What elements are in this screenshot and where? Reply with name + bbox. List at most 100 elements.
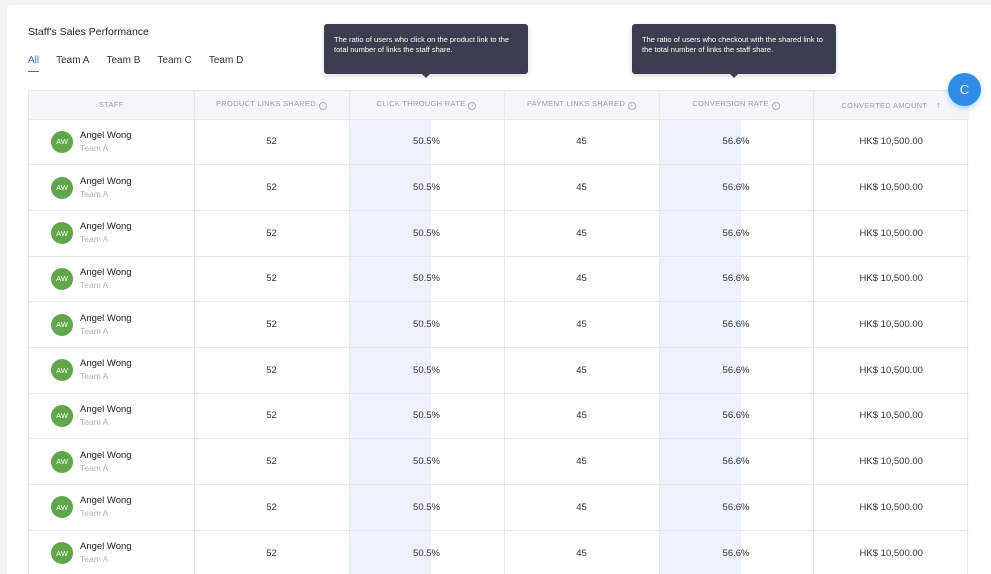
conversion-rate-cell: 56.6% bbox=[659, 119, 814, 166]
info-circle-icon[interactable]: i bbox=[771, 102, 780, 111]
staff-cell: AW Angel Wong Team A bbox=[29, 530, 195, 574]
product-links-cell: 52 bbox=[194, 210, 350, 257]
column-header-product-links[interactable]: PRODUCT LINKS SHARED i bbox=[194, 91, 350, 120]
product-links-cell: 52 bbox=[194, 438, 350, 485]
table-row[interactable]: AW Angel Wong Team A 52 50.5% 45 56.6% HK$ 10,5… bbox=[29, 484, 969, 531]
click-through-rate-cell: 50.5% bbox=[349, 530, 505, 574]
converted-amount-cell: HK$ 10,500.00 bbox=[813, 484, 969, 531]
staff-cell: AW Angel Wong Team A bbox=[29, 119, 195, 166]
staff-cell: AW Angel Wong Team A bbox=[29, 256, 195, 303]
tab-team-d[interactable]: Team D bbox=[208, 55, 244, 66]
column-header-staff[interactable]: STAFF bbox=[29, 91, 195, 120]
product-links-cell: 52 bbox=[194, 484, 350, 531]
click-through-rate-cell: 50.5% bbox=[349, 164, 505, 211]
payment-links-cell: 45 bbox=[504, 210, 660, 257]
payment-links-cell: 45 bbox=[504, 256, 660, 303]
payment-links-cell: 45 bbox=[504, 347, 660, 394]
staff-name: Angel Wong bbox=[80, 129, 132, 141]
avatar: AW bbox=[51, 222, 73, 245]
info-circle-icon[interactable]: i bbox=[319, 102, 328, 111]
avatar: AW bbox=[51, 542, 73, 565]
conversion-rate-cell: 56.6% bbox=[659, 256, 814, 303]
avatar: AW bbox=[51, 130, 73, 153]
avatar: AW bbox=[51, 496, 73, 519]
payment-links-cell: 45 bbox=[504, 301, 660, 348]
column-header-converted-amount[interactable]: CONVERTED AMOUNT ↑ bbox=[813, 91, 969, 120]
staff-team: Team A bbox=[80, 234, 109, 245]
click-through-rate-cell: 50.5% bbox=[349, 210, 505, 257]
table-row[interactable]: AW Angel Wong Team A 52 50.5% 45 56.6% HK$ 10,5… bbox=[29, 301, 969, 348]
staff-team: Team A bbox=[80, 279, 109, 290]
staff-name: Angel Wong bbox=[80, 221, 132, 233]
product-links-cell: 52 bbox=[194, 301, 350, 348]
staff-name: Angel Wong bbox=[80, 449, 132, 461]
click-through-rate-cell: 50.5% bbox=[349, 301, 505, 348]
column-header-payment-links[interactable]: PAYMENT LINKS SHARED i bbox=[504, 91, 660, 120]
table-row[interactable]: AW Angel Wong Team A 52 50.5% 45 56.6% HK$ 10,5… bbox=[29, 119, 969, 166]
avatar: AW bbox=[51, 313, 73, 336]
avatar: AW bbox=[51, 267, 73, 290]
conversion-rate-cell: 56.6% bbox=[659, 438, 814, 485]
payment-links-cell: 45 bbox=[504, 530, 660, 574]
info-circle-icon[interactable]: i bbox=[468, 102, 477, 111]
click-through-rate-cell: 50.5% bbox=[349, 347, 505, 394]
info-circle-icon[interactable]: i bbox=[628, 102, 637, 111]
staff-team: Team A bbox=[80, 142, 109, 153]
conversion-rate-cell: 56.6% bbox=[659, 164, 814, 211]
converted-amount-cell: HK$ 10,500.00 bbox=[813, 301, 969, 348]
converted-amount-cell: HK$ 10,500.00 bbox=[813, 393, 969, 440]
table-row[interactable]: AW Angel Wong Team A 52 50.5% 45 56.6% HK$ 10,5… bbox=[29, 347, 969, 394]
table-row[interactable]: AW Angel Wong Team A 52 50.5% 45 56.6% HK$ 10,5… bbox=[29, 530, 969, 574]
click-through-rate-cell: 50.5% bbox=[349, 256, 505, 303]
converted-amount-cell: HK$ 10,500.00 bbox=[813, 210, 969, 257]
conversion-rate-cell: 56.6% bbox=[659, 347, 814, 394]
click-through-rate-cell: 50.5% bbox=[349, 484, 505, 531]
sales-performance-card: Staff's Sales Performance All Team A Tea… bbox=[7, 5, 991, 574]
staff-performance-table: STAFF PRODUCT LINKS SHARED i CLICK THROUG… bbox=[28, 90, 969, 574]
tab-team-a[interactable]: Team A bbox=[56, 55, 90, 66]
staff-cell: AW Angel Wong Team A bbox=[29, 393, 195, 440]
floating-action-button[interactable]: C bbox=[948, 73, 981, 106]
payment-links-cell: 45 bbox=[504, 484, 660, 531]
staff-team: Team A bbox=[80, 416, 109, 427]
click-through-rate-cell: 50.5% bbox=[349, 438, 505, 485]
conversion-rate-cell: 56.6% bbox=[659, 301, 814, 348]
conversion-rate-cell: 56.6% bbox=[659, 484, 814, 531]
card-title: Staff's Sales Performance bbox=[28, 26, 149, 38]
table-header-row: STAFF PRODUCT LINKS SHARED i CLICK THROUG… bbox=[29, 91, 969, 120]
tab-all[interactable]: All bbox=[28, 55, 40, 72]
staff-name: Angel Wong bbox=[80, 541, 132, 553]
sort-arrow-up-icon[interactable]: ↑ bbox=[936, 99, 942, 110]
column-header-click-through-rate[interactable]: CLICK THROUGH RATE i bbox=[349, 91, 505, 120]
staff-team: Team A bbox=[80, 188, 109, 199]
staff-name: Angel Wong bbox=[80, 358, 132, 370]
tab-team-c[interactable]: Team C bbox=[157, 55, 192, 66]
column-header-conversion-rate[interactable]: CONVERSION RATE i bbox=[659, 91, 814, 120]
staff-cell: AW Angel Wong Team A bbox=[29, 301, 195, 348]
product-links-cell: 52 bbox=[194, 119, 350, 166]
payment-links-cell: 45 bbox=[504, 164, 660, 211]
table-row[interactable]: AW Angel Wong Team A 52 50.5% 45 56.6% HK$ 10,5… bbox=[29, 438, 969, 485]
converted-amount-cell: HK$ 10,500.00 bbox=[813, 256, 969, 303]
avatar: AW bbox=[51, 359, 73, 382]
staff-name: Angel Wong bbox=[80, 175, 132, 187]
product-links-cell: 52 bbox=[194, 164, 350, 211]
staff-cell: AW Angel Wong Team A bbox=[29, 164, 195, 211]
tab-team-b[interactable]: Team B bbox=[106, 55, 141, 66]
staff-cell: AW Angel Wong Team A bbox=[29, 347, 195, 394]
table-row[interactable]: AW Angel Wong Team A 52 50.5% 45 56.6% HK$ 10,5… bbox=[29, 393, 969, 440]
table-row[interactable]: AW Angel Wong Team A 52 50.5% 45 56.6% HK$ 10,5… bbox=[29, 210, 969, 257]
avatar: AW bbox=[51, 176, 73, 199]
staff-cell: AW Angel Wong Team A bbox=[29, 438, 195, 485]
conversion-rate-cell: 56.6% bbox=[659, 393, 814, 440]
payment-links-cell: 45 bbox=[504, 393, 660, 440]
staff-team: Team A bbox=[80, 462, 109, 473]
team-tabs: All Team A Team B Team C Team D bbox=[28, 55, 260, 72]
table-row[interactable]: AW Angel Wong Team A 52 50.5% 45 56.6% HK$ 10,5… bbox=[29, 256, 969, 303]
product-links-cell: 52 bbox=[194, 256, 350, 303]
table-row[interactable]: AW Angel Wong Team A 52 50.5% 45 56.6% HK$ 10,5… bbox=[29, 164, 969, 211]
product-links-cell: 52 bbox=[194, 347, 350, 394]
product-links-cell: 52 bbox=[194, 393, 350, 440]
converted-amount-cell: HK$ 10,500.00 bbox=[813, 530, 969, 574]
staff-name: Angel Wong bbox=[80, 266, 132, 278]
